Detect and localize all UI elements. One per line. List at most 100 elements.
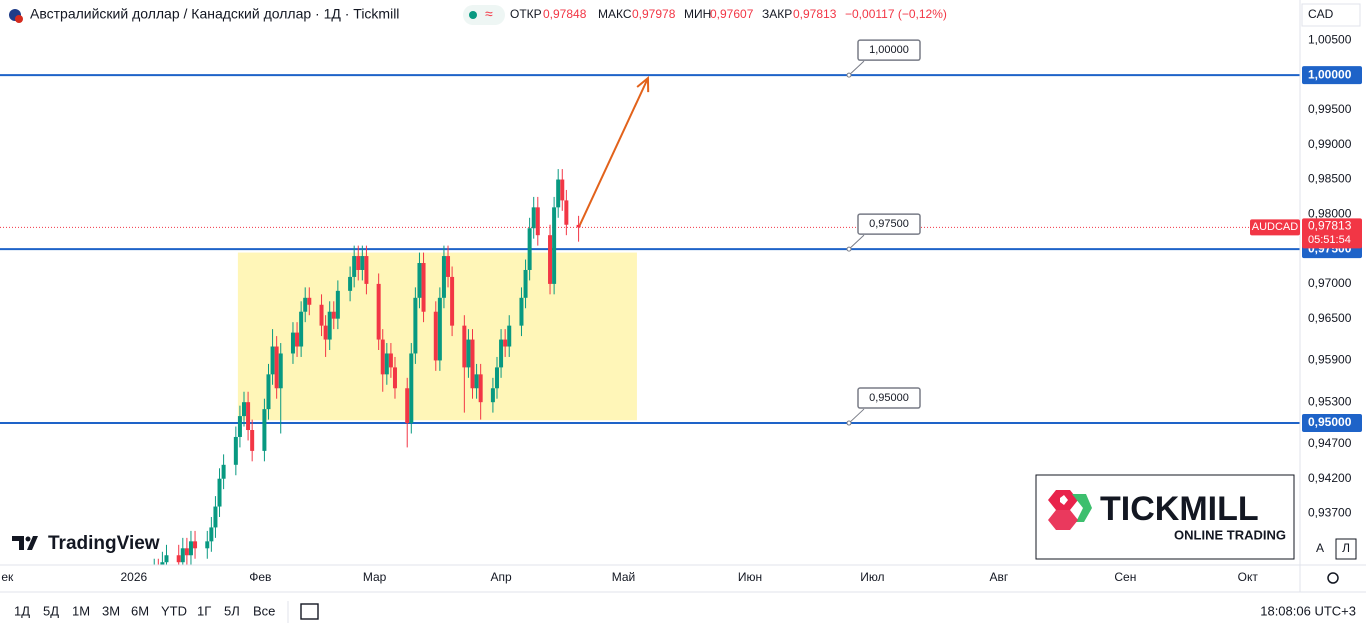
status-pill[interactable]: [463, 5, 505, 25]
change: −0,00117 (−0,12%): [845, 7, 947, 21]
scale-button[interactable]: Л: [1342, 541, 1350, 555]
candle-body: [152, 569, 156, 576]
ohlc-label: ОТКР: [510, 7, 542, 21]
candle-body: [348, 276, 353, 291]
candle-body: [446, 256, 451, 277]
y-tick-label: 0,95300: [1308, 394, 1352, 408]
candle-body: [274, 346, 279, 389]
range-button[interactable]: 6М: [131, 603, 149, 618]
candle-body: [270, 346, 275, 375]
callout-connector: [848, 60, 865, 76]
symbol-title: Австралийский доллар / Канадский доллар …: [30, 6, 399, 22]
candle-body: [499, 339, 504, 368]
range-button[interactable]: YTD: [161, 603, 187, 618]
candle-body: [299, 311, 304, 347]
candle-body: [474, 374, 479, 389]
candle-body: [437, 297, 442, 361]
callout-label: 0,95000: [869, 392, 909, 404]
tv-logo: TradingView: [48, 533, 160, 554]
y-tick-label: 0,99500: [1308, 102, 1352, 116]
settings-icon[interactable]: [1327, 572, 1339, 584]
x-tick-label: Июл: [860, 570, 884, 584]
x-tick-label: Мар: [363, 570, 387, 584]
candle-body: [160, 562, 165, 565]
ohlc-value: 0,97607: [710, 7, 754, 21]
range-button[interactable]: 5Л: [224, 603, 240, 618]
range-button[interactable]: 5Д: [43, 603, 59, 618]
candle-body: [156, 569, 160, 583]
candle-body: [242, 402, 247, 417]
candle-body: [290, 332, 295, 354]
y-tick-label: 0,94700: [1308, 436, 1352, 450]
range-buttons: 1Д 5Д 1М 3М 6М YTD 1Г 5Л Все: [14, 603, 275, 618]
candle-body: [331, 311, 336, 319]
y-tick-label: 0,98500: [1308, 172, 1352, 186]
range-button[interactable]: 3М: [102, 603, 120, 618]
candle-body: [576, 224, 581, 228]
callout-box: [857, 387, 921, 409]
candle-body: [548, 235, 553, 284]
candle-body: [307, 297, 312, 305]
candle-body: [503, 339, 508, 347]
range-button[interactable]: Все: [253, 603, 275, 618]
candle-body: [352, 256, 357, 277]
candle-body: [519, 297, 524, 326]
callout-label: 1,00000: [869, 44, 909, 56]
y-tick-label: 0,97000: [1308, 276, 1352, 290]
y-tick-label: 0,95900: [1308, 353, 1352, 367]
candle-body: [490, 388, 495, 403]
y-tick-label: 0,94200: [1308, 471, 1352, 485]
candle-body: [250, 430, 255, 451]
level-axis-label: 1,00000: [1308, 67, 1352, 81]
candle-body: [470, 339, 475, 389]
candle-body: [213, 506, 218, 528]
ohlc-value: 0,97848: [543, 7, 587, 21]
ohlc-label: ЗАКР: [762, 7, 792, 21]
callout-box: [857, 39, 921, 61]
callout-anchor: [846, 246, 852, 252]
x-tick-label: 2026: [120, 570, 147, 584]
candle-body: [237, 416, 242, 437]
level-axis-box: [1302, 414, 1362, 433]
candle-body: [441, 256, 446, 298]
candle-body: [527, 228, 532, 270]
scale-button[interactable]: A: [1316, 541, 1324, 555]
x-tick-label: Сен: [1114, 570, 1136, 584]
candle-body: [421, 263, 426, 312]
candle-body: [392, 367, 397, 389]
candle-body: [356, 256, 361, 270]
range-button[interactable]: 1Д: [14, 603, 30, 618]
candle-body: [478, 374, 483, 403]
ohlc-value: 0,97978: [632, 7, 676, 21]
candle-body: [221, 464, 226, 479]
tv-icon: [25, 536, 31, 542]
range-button[interactable]: 1Г: [197, 603, 211, 618]
candle-body: [184, 548, 189, 556]
candle-body: [164, 555, 169, 563]
callout-box: [857, 213, 921, 235]
currency: CAD: [1308, 7, 1334, 21]
range-button[interactable]: 1М: [72, 603, 90, 618]
currency-button[interactable]: [1301, 3, 1361, 27]
status-dot: [469, 11, 477, 19]
broker-tagline: ONLINE TRADING: [1174, 527, 1286, 542]
callout-label: 0,97500: [869, 218, 909, 230]
level-axis-label: 0,95000: [1308, 415, 1352, 429]
candle-body: [176, 555, 181, 563]
candle-body: [433, 311, 438, 361]
countdown: 05:51:54: [1308, 234, 1351, 246]
candle-body: [376, 283, 381, 340]
x-tick-label: Фев: [249, 570, 271, 584]
x-tick-label: Авг: [989, 570, 1008, 584]
x-tick-label: Апр: [490, 570, 512, 584]
candle-body: [205, 541, 210, 549]
calendar-icon[interactable]: [300, 603, 319, 620]
x-tick-label: ек: [1, 570, 14, 584]
candle-body: [413, 297, 418, 354]
scale-button-box[interactable]: [1335, 538, 1357, 560]
candle-body: [388, 353, 393, 368]
callout-connector: [848, 408, 865, 424]
candle-body: [417, 263, 422, 298]
